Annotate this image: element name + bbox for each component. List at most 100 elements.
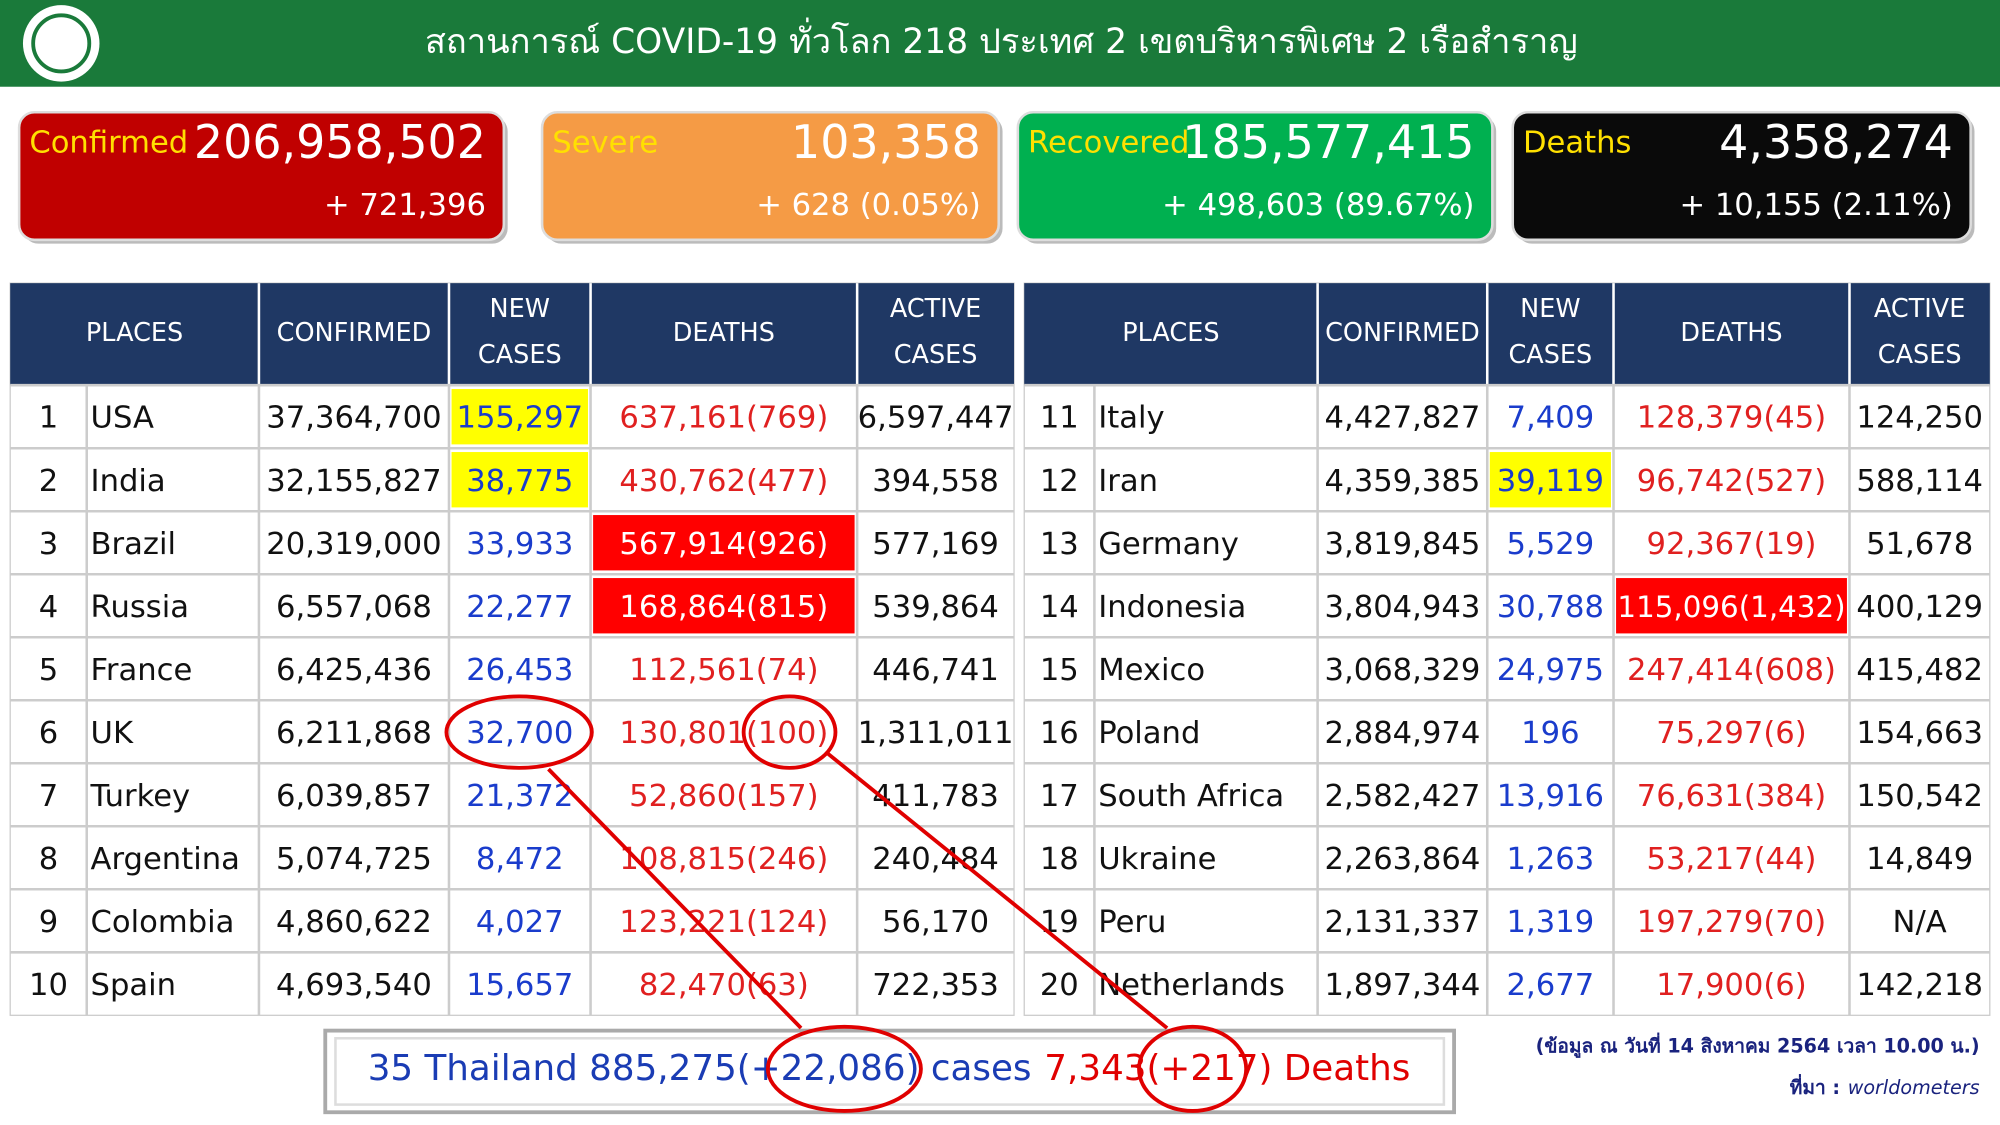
cell: 1,263 (1507, 842, 1595, 877)
cell: 14,849 (1866, 842, 1973, 877)
header-label: DEATHS (1680, 318, 1782, 348)
cell: 5 (39, 653, 58, 688)
cell: 4,693,540 (276, 968, 432, 1003)
cell: 4,359,385 (1325, 464, 1481, 499)
cell: 39,119 (1497, 464, 1604, 499)
cell: 30,788 (1497, 590, 1604, 625)
cell: 6,597,447 (858, 401, 1014, 436)
cell: 124,250 (1856, 401, 1983, 436)
cell: 92,367(19) (1647, 527, 1817, 562)
cell-highlight (1616, 578, 1847, 634)
cell: 1,897,344 (1325, 968, 1481, 1003)
cell: 154,663 (1856, 716, 1983, 751)
cell: Brazil (91, 527, 176, 562)
cell: 637,161(769) (619, 401, 828, 436)
header-label: ACTIVE (1874, 294, 1965, 324)
cell: 13,916 (1497, 779, 1604, 814)
cell: 4 (39, 590, 58, 625)
annotation-line (825, 751, 1169, 1030)
cell: 8,472 (476, 842, 564, 877)
cell: 2,582,427 (1325, 779, 1481, 814)
cell: 155,297 (456, 401, 583, 436)
cell: 240,484 (872, 842, 999, 877)
cell: 38,775 (466, 464, 573, 499)
cell: 123,221(124) (619, 905, 828, 940)
card (1511, 110, 1972, 242)
cell: 108,815(246) (619, 842, 828, 877)
cell-highlight (451, 452, 589, 508)
cell: 12 (1040, 464, 1079, 499)
card-total: 206,958,502 (194, 115, 486, 169)
cell: Netherlands (1098, 968, 1285, 1003)
cell: 16 (1040, 716, 1079, 751)
logo-ring (31, 13, 92, 74)
cell: 411,783 (872, 779, 999, 814)
cell: 415,482 (1856, 653, 1983, 688)
cell: 1 (39, 401, 58, 436)
cell: Spain (91, 968, 177, 1003)
cell: Italy (1098, 401, 1164, 436)
card (540, 110, 1000, 242)
cell: 150,542 (1856, 779, 1983, 814)
cell: 142,218 (1856, 968, 1983, 1003)
cell: 17,900(6) (1656, 968, 1806, 1003)
cell: 197,279(70) (1637, 905, 1826, 940)
cell: 247,414(608) (1627, 653, 1836, 688)
cell: 130,801(100) (619, 716, 828, 751)
card (17, 110, 506, 242)
header-label: PLACES (86, 318, 183, 348)
cell: 24,975 (1497, 653, 1604, 688)
cell: 96,742(527) (1637, 464, 1826, 499)
cell-highlight (593, 515, 855, 571)
cell: 394,558 (872, 464, 999, 499)
card-change: + 498,603 (89.67%) (1162, 188, 1474, 223)
cell: 15 (1040, 653, 1079, 688)
cell: 32,700 (466, 716, 573, 751)
cell: 1,311,011 (858, 716, 1014, 751)
cell: 3 (39, 527, 58, 562)
header-label: CASES (1878, 340, 1962, 370)
card-label: Confirmed (29, 126, 188, 161)
cell: USA (91, 401, 154, 436)
cell: 4,027 (476, 905, 564, 940)
card (1016, 110, 1494, 242)
cell: 2,263,864 (1325, 842, 1481, 877)
card-change: + 721,396 (324, 188, 486, 223)
cell: 53,217(44) (1647, 842, 1817, 877)
annotation-circle (444, 694, 594, 770)
cell: 3,804,943 (1325, 590, 1481, 625)
cell: 22,277 (466, 590, 573, 625)
card-change: + 628 (0.05%) (756, 188, 981, 223)
cell-highlight (1489, 452, 1611, 508)
cell: 6,425,436 (276, 653, 432, 688)
cell: 13 (1040, 527, 1079, 562)
cell: 722,353 (872, 968, 999, 1003)
cell: 82,470(63) (639, 968, 809, 1003)
annotation-line (547, 767, 803, 1030)
cell: 1,319 (1507, 905, 1595, 940)
cell: Argentina (91, 842, 240, 877)
table-bg (1023, 282, 1991, 1016)
cell: 115,096(1,432) (1617, 590, 1845, 624)
cell: 32,155,827 (266, 464, 441, 499)
cell: 3,819,845 (1325, 527, 1481, 562)
cell-highlight (593, 578, 855, 634)
annotations (444, 694, 1249, 1113)
cell: 2,677 (1507, 968, 1595, 1003)
cell: 168,864(815) (619, 590, 828, 625)
cell: 33,933 (466, 527, 573, 562)
title: สถานการณ์ COVID-19 ทั่วโลก 218 ประเทศ 2 … (425, 17, 1578, 62)
cell: 14 (1040, 590, 1079, 625)
cell: 17 (1040, 779, 1079, 814)
cell: 6 (39, 716, 58, 751)
cell: 21,372 (466, 779, 573, 814)
cell: 11 (1040, 401, 1079, 436)
cell: 7 (39, 779, 58, 814)
cell: Mexico (1098, 653, 1205, 688)
cell: 2,131,337 (1325, 905, 1481, 940)
card-change: + 10,155 (2.11%) (1679, 188, 1952, 223)
cell: South Africa (1098, 779, 1284, 814)
header-label: CASES (1509, 340, 1593, 370)
cell: 75,297(6) (1656, 716, 1806, 751)
header-label: CONFIRMED (1325, 318, 1480, 348)
